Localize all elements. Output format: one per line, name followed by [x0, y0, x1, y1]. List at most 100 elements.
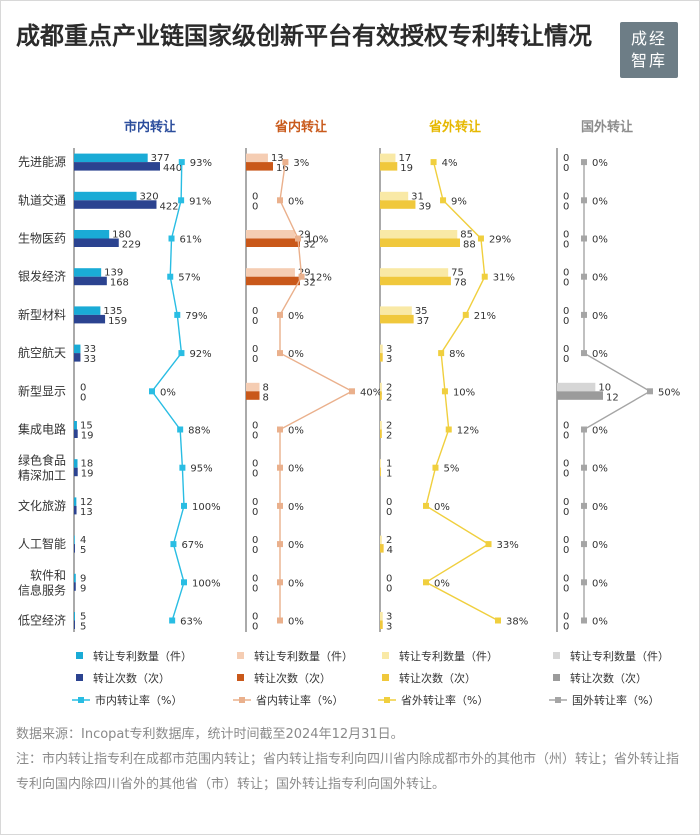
label-patents: 17	[398, 153, 411, 164]
data-source: 数据来源：Incopat专利数据库，统计时间截至2024年12月31日。	[16, 727, 404, 742]
bar-patents	[74, 612, 75, 621]
rate-point	[423, 502, 429, 509]
label-times: 0	[386, 507, 392, 518]
rate-label: 0%	[592, 196, 608, 207]
label-times: 0	[252, 545, 258, 556]
category-label: 轨道交通	[18, 192, 66, 207]
rate-point	[277, 541, 283, 548]
rate-point	[181, 502, 187, 509]
bar-patents	[380, 268, 449, 277]
label-times: 9	[80, 583, 86, 594]
rate-point	[581, 311, 587, 318]
rate-label: 10%	[306, 235, 328, 246]
rate-label: 31%	[493, 273, 515, 284]
label-times: 0	[563, 431, 569, 442]
rate-point	[277, 426, 283, 433]
bar-times	[74, 314, 106, 324]
label-patents: 9	[80, 573, 86, 584]
legend-times: 转让次数（次）	[399, 671, 476, 685]
bar-times	[74, 467, 78, 477]
label-times: 19	[81, 469, 94, 480]
bar-times	[74, 620, 75, 629]
label-times: 37	[417, 316, 430, 327]
rate-point	[178, 159, 185, 166]
category-label: 人工智能	[18, 536, 66, 551]
label-times: 3	[386, 354, 392, 365]
panel-title: 国外转让	[581, 119, 633, 135]
label-patents: 320	[140, 191, 159, 202]
label-times: 0	[563, 278, 569, 289]
legend-swatch-times	[553, 674, 560, 681]
brand-logo: 成经 智库	[620, 22, 678, 78]
bar-times	[74, 505, 77, 515]
rate-label: 0%	[592, 502, 608, 513]
rate-point	[295, 235, 301, 242]
chart-area: 先进能源轨道交通生物医药银发经济新型材料航空航天新型显示集成电路绿色食品精深加工…	[18, 119, 680, 707]
rate-point	[277, 579, 283, 586]
rate-label: 29%	[489, 235, 511, 246]
rate-point	[179, 464, 186, 471]
rate-point	[277, 350, 283, 357]
rate-point	[647, 388, 653, 395]
legend-swatch-rate-point	[239, 697, 245, 703]
category-label: 生物医药	[18, 232, 66, 246]
bar-patents	[380, 306, 412, 315]
rate-point	[167, 273, 174, 280]
rate-point	[581, 502, 587, 509]
rate-point	[441, 388, 448, 395]
rate-label: 0%	[592, 158, 608, 169]
legend-patents: 转让专利数量（件）	[93, 649, 192, 663]
label-patents: 3	[386, 344, 392, 355]
rate-label: 4%	[442, 158, 458, 169]
label-times: 168	[110, 278, 129, 289]
label-times: 0	[80, 392, 86, 403]
label-patents: 1	[386, 459, 392, 470]
bar-times	[74, 238, 119, 247]
legend-swatch-times	[382, 674, 389, 681]
rate-point	[298, 273, 305, 280]
label-patents: 0	[252, 344, 258, 355]
label-times: 16	[276, 163, 289, 174]
legend-swatch-rate-point	[555, 697, 561, 703]
bar-times	[380, 391, 382, 400]
rate-point	[581, 235, 587, 242]
bar-patents	[74, 268, 102, 277]
rate-label: 0%	[288, 311, 304, 322]
bar-times	[380, 314, 414, 324]
bar-patents	[74, 230, 110, 239]
rate-point	[581, 579, 587, 586]
label-patents: 2	[386, 421, 392, 432]
label-times: 0	[563, 545, 569, 556]
label-patents: 0	[563, 421, 569, 432]
label-patents: 0	[563, 344, 569, 355]
category-label: 航空航天	[18, 345, 66, 360]
category-label: 新型显示	[18, 383, 66, 398]
label-patents: 31	[411, 191, 424, 202]
label-patents: 2	[386, 382, 392, 393]
label-patents: 0	[386, 573, 392, 584]
rate-label: 0%	[592, 349, 608, 360]
label-times: 0	[252, 622, 258, 633]
label-times: 3	[386, 622, 392, 633]
bar-times	[380, 620, 383, 629]
label-patents: 18	[81, 459, 94, 470]
bar-times	[380, 429, 382, 438]
rate-label: 9%	[451, 196, 467, 207]
rate-label: 0%	[288, 196, 304, 207]
legend-patents: 转让专利数量（件）	[399, 649, 498, 663]
legend-swatch-patents	[76, 652, 83, 659]
bar-times	[380, 238, 460, 247]
bar-patents	[74, 153, 148, 163]
bar-times	[380, 353, 383, 362]
bar-patents	[246, 268, 295, 277]
legend-swatch-times	[237, 674, 244, 681]
rate-label: 0%	[592, 311, 608, 322]
label-patents: 0	[563, 497, 569, 508]
legend-times: 转让次数（次）	[570, 671, 647, 685]
rate-point	[581, 197, 587, 204]
legend-swatch-rate-point	[384, 697, 390, 703]
bar-times	[74, 162, 160, 171]
bar-times	[246, 276, 300, 286]
label-patents: 29	[298, 268, 311, 279]
label-patents: 0	[252, 191, 258, 202]
